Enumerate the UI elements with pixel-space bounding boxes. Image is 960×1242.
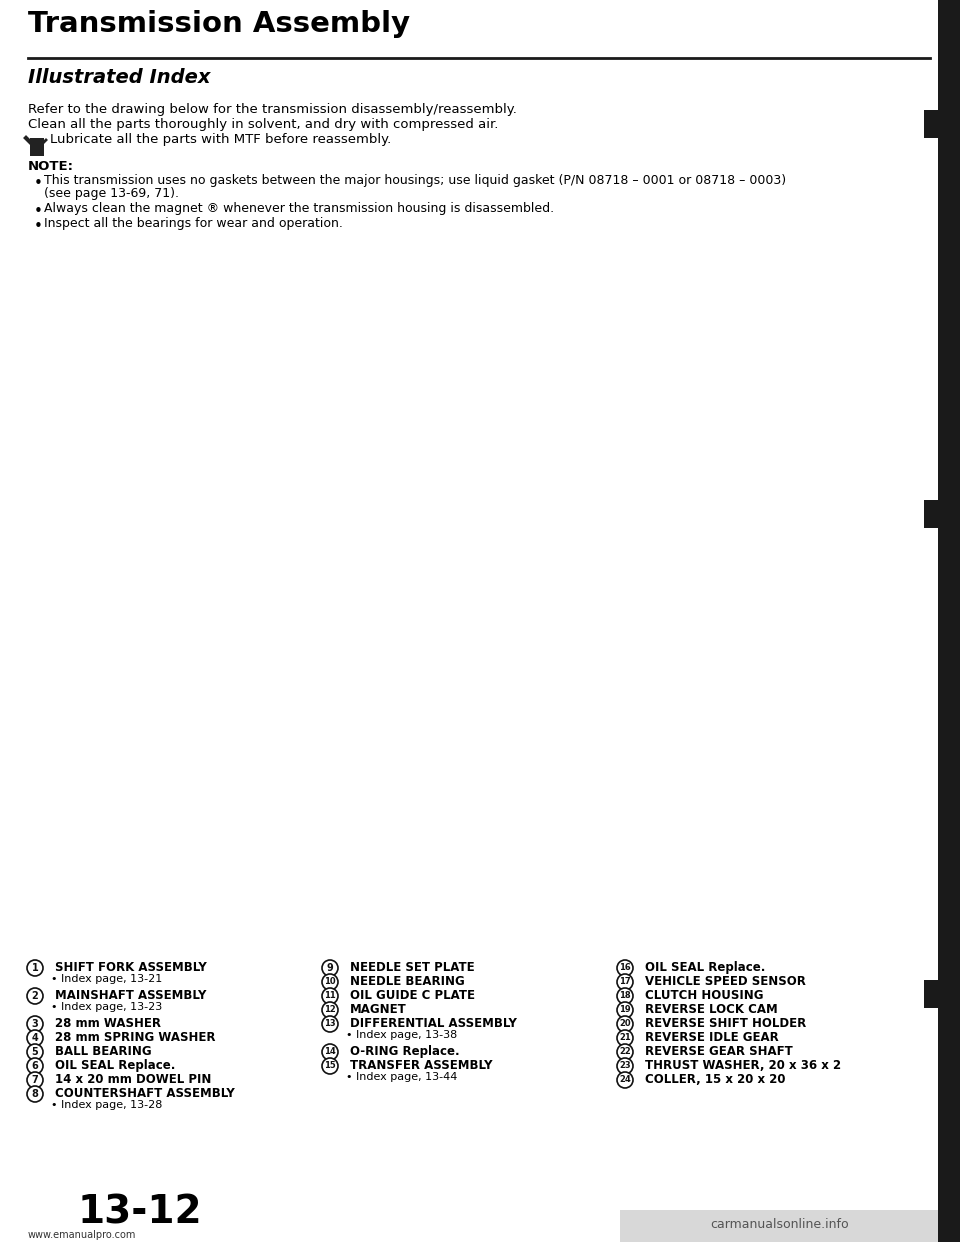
Text: 17: 17 <box>619 977 631 986</box>
Text: THRUST WASHER, 20 x 36 x 2: THRUST WASHER, 20 x 36 x 2 <box>645 1059 841 1072</box>
Text: CLUTCH HOUSING: CLUTCH HOUSING <box>645 989 763 1002</box>
Circle shape <box>322 1058 338 1074</box>
Text: Lubricate all the parts with MTF before reassembly.: Lubricate all the parts with MTF before … <box>50 133 392 147</box>
Text: 4: 4 <box>32 1033 38 1043</box>
Text: NOTE:: NOTE: <box>28 160 74 173</box>
Text: BALL BEARING: BALL BEARING <box>55 1045 152 1058</box>
Bar <box>620 1210 938 1242</box>
Text: OIL GUIDE C PLATE: OIL GUIDE C PLATE <box>350 989 475 1002</box>
Circle shape <box>617 1002 633 1018</box>
Text: REVERSE IDLE GEAR: REVERSE IDLE GEAR <box>645 1031 779 1045</box>
Text: Always clean the magnet ® whenever the transmission housing is disassembled.: Always clean the magnet ® whenever the t… <box>44 202 554 215</box>
Text: COUNTERSHAFT ASSEMBLY: COUNTERSHAFT ASSEMBLY <box>55 1087 235 1100</box>
Text: NEEDLE BEARING: NEEDLE BEARING <box>350 975 465 987</box>
Text: •: • <box>34 176 43 191</box>
Text: 14: 14 <box>324 1047 336 1057</box>
Circle shape <box>617 1072 633 1088</box>
Text: • Index page, 13-44: • Index page, 13-44 <box>346 1072 457 1082</box>
Circle shape <box>27 1058 43 1074</box>
Text: 13: 13 <box>324 1020 336 1028</box>
Text: MAGNET: MAGNET <box>350 1004 407 1016</box>
Text: This transmission uses no gaskets between the major housings; use liquid gasket : This transmission uses no gaskets betwee… <box>44 174 786 188</box>
Text: 18: 18 <box>619 991 631 1001</box>
Text: Transmission Assembly: Transmission Assembly <box>28 10 410 39</box>
Text: 13-12: 13-12 <box>78 1194 203 1232</box>
Text: Inspect all the bearings for wear and operation.: Inspect all the bearings for wear and op… <box>44 217 343 230</box>
Text: • Index page, 13-38: • Index page, 13-38 <box>346 1030 457 1040</box>
Text: NEEDLE SET PLATE: NEEDLE SET PLATE <box>350 961 474 974</box>
Text: VEHICLE SPEED SENSOR: VEHICLE SPEED SENSOR <box>645 975 805 987</box>
Circle shape <box>322 1016 338 1032</box>
Text: 16: 16 <box>619 964 631 972</box>
Circle shape <box>27 1016 43 1032</box>
Text: Illustrated Index: Illustrated Index <box>28 68 210 87</box>
Text: REVERSE GEAR SHAFT: REVERSE GEAR SHAFT <box>645 1045 793 1058</box>
Text: COLLER, 15 x 20 x 20: COLLER, 15 x 20 x 20 <box>645 1073 785 1086</box>
Text: 28 mm WASHER: 28 mm WASHER <box>55 1017 161 1030</box>
Circle shape <box>617 1045 633 1059</box>
Text: 21: 21 <box>619 1033 631 1042</box>
Text: 11: 11 <box>324 991 336 1001</box>
Circle shape <box>322 987 338 1004</box>
Bar <box>924 980 938 1009</box>
Text: 10: 10 <box>324 977 336 986</box>
Text: •: • <box>34 204 43 219</box>
Circle shape <box>27 1086 43 1102</box>
Text: MAINSHAFT ASSEMBLY: MAINSHAFT ASSEMBLY <box>55 989 206 1002</box>
Circle shape <box>27 1045 43 1059</box>
Text: 28 mm SPRING WASHER: 28 mm SPRING WASHER <box>55 1031 215 1045</box>
Text: OIL SEAL Replace.: OIL SEAL Replace. <box>55 1059 176 1072</box>
Text: Refer to the drawing below for the transmission disassembly/reassembly.: Refer to the drawing below for the trans… <box>28 103 516 116</box>
Bar <box>938 0 960 1242</box>
Text: Clean all the parts thoroughly in solvent, and dry with compressed air.: Clean all the parts thoroughly in solven… <box>28 118 498 130</box>
Text: • Index page, 13-21: • Index page, 13-21 <box>51 974 162 984</box>
Text: DIFFERENTIAL ASSEMBLY: DIFFERENTIAL ASSEMBLY <box>350 1017 516 1030</box>
Text: 2: 2 <box>32 991 38 1001</box>
Circle shape <box>322 974 338 990</box>
Text: OIL SEAL Replace.: OIL SEAL Replace. <box>645 961 765 974</box>
Text: •: • <box>34 219 43 233</box>
Circle shape <box>617 987 633 1004</box>
Text: carmanualsonline.info: carmanualsonline.info <box>710 1218 850 1231</box>
Text: 6: 6 <box>32 1061 38 1071</box>
Text: REVERSE LOCK CAM: REVERSE LOCK CAM <box>645 1004 778 1016</box>
Text: 19: 19 <box>619 1006 631 1015</box>
Text: • Index page, 13-23: • Index page, 13-23 <box>51 1002 162 1012</box>
Text: 1: 1 <box>32 963 38 972</box>
Circle shape <box>617 1016 633 1032</box>
Bar <box>924 501 938 528</box>
Text: (see page 13-69, 71).: (see page 13-69, 71). <box>44 188 179 200</box>
Text: 12: 12 <box>324 1006 336 1015</box>
Circle shape <box>617 1030 633 1046</box>
Text: 7: 7 <box>32 1076 38 1086</box>
Text: www.emanualpro.com: www.emanualpro.com <box>28 1230 136 1240</box>
Circle shape <box>27 1030 43 1046</box>
Text: 15: 15 <box>324 1062 336 1071</box>
Text: SHIFT FORK ASSEMBLY: SHIFT FORK ASSEMBLY <box>55 961 206 974</box>
Text: 22: 22 <box>619 1047 631 1057</box>
Circle shape <box>322 1002 338 1018</box>
Text: O-RING Replace.: O-RING Replace. <box>350 1045 460 1058</box>
Bar <box>924 111 938 138</box>
Text: 23: 23 <box>619 1062 631 1071</box>
Circle shape <box>617 960 633 976</box>
Text: 14 x 20 mm DOWEL PIN: 14 x 20 mm DOWEL PIN <box>55 1073 211 1086</box>
Text: 20: 20 <box>619 1020 631 1028</box>
Text: REVERSE SHIFT HOLDER: REVERSE SHIFT HOLDER <box>645 1017 806 1030</box>
Circle shape <box>27 987 43 1004</box>
Text: 8: 8 <box>32 1089 38 1099</box>
Circle shape <box>617 1058 633 1074</box>
Circle shape <box>27 960 43 976</box>
Bar <box>30 138 44 156</box>
Circle shape <box>322 960 338 976</box>
Circle shape <box>27 1072 43 1088</box>
Text: 3: 3 <box>32 1018 38 1030</box>
Text: 9: 9 <box>326 963 333 972</box>
Text: TRANSFER ASSEMBLY: TRANSFER ASSEMBLY <box>350 1059 492 1072</box>
Text: 24: 24 <box>619 1076 631 1084</box>
Circle shape <box>322 1045 338 1059</box>
Text: 5: 5 <box>32 1047 38 1057</box>
Circle shape <box>617 974 633 990</box>
Text: • Index page, 13-28: • Index page, 13-28 <box>51 1100 162 1110</box>
